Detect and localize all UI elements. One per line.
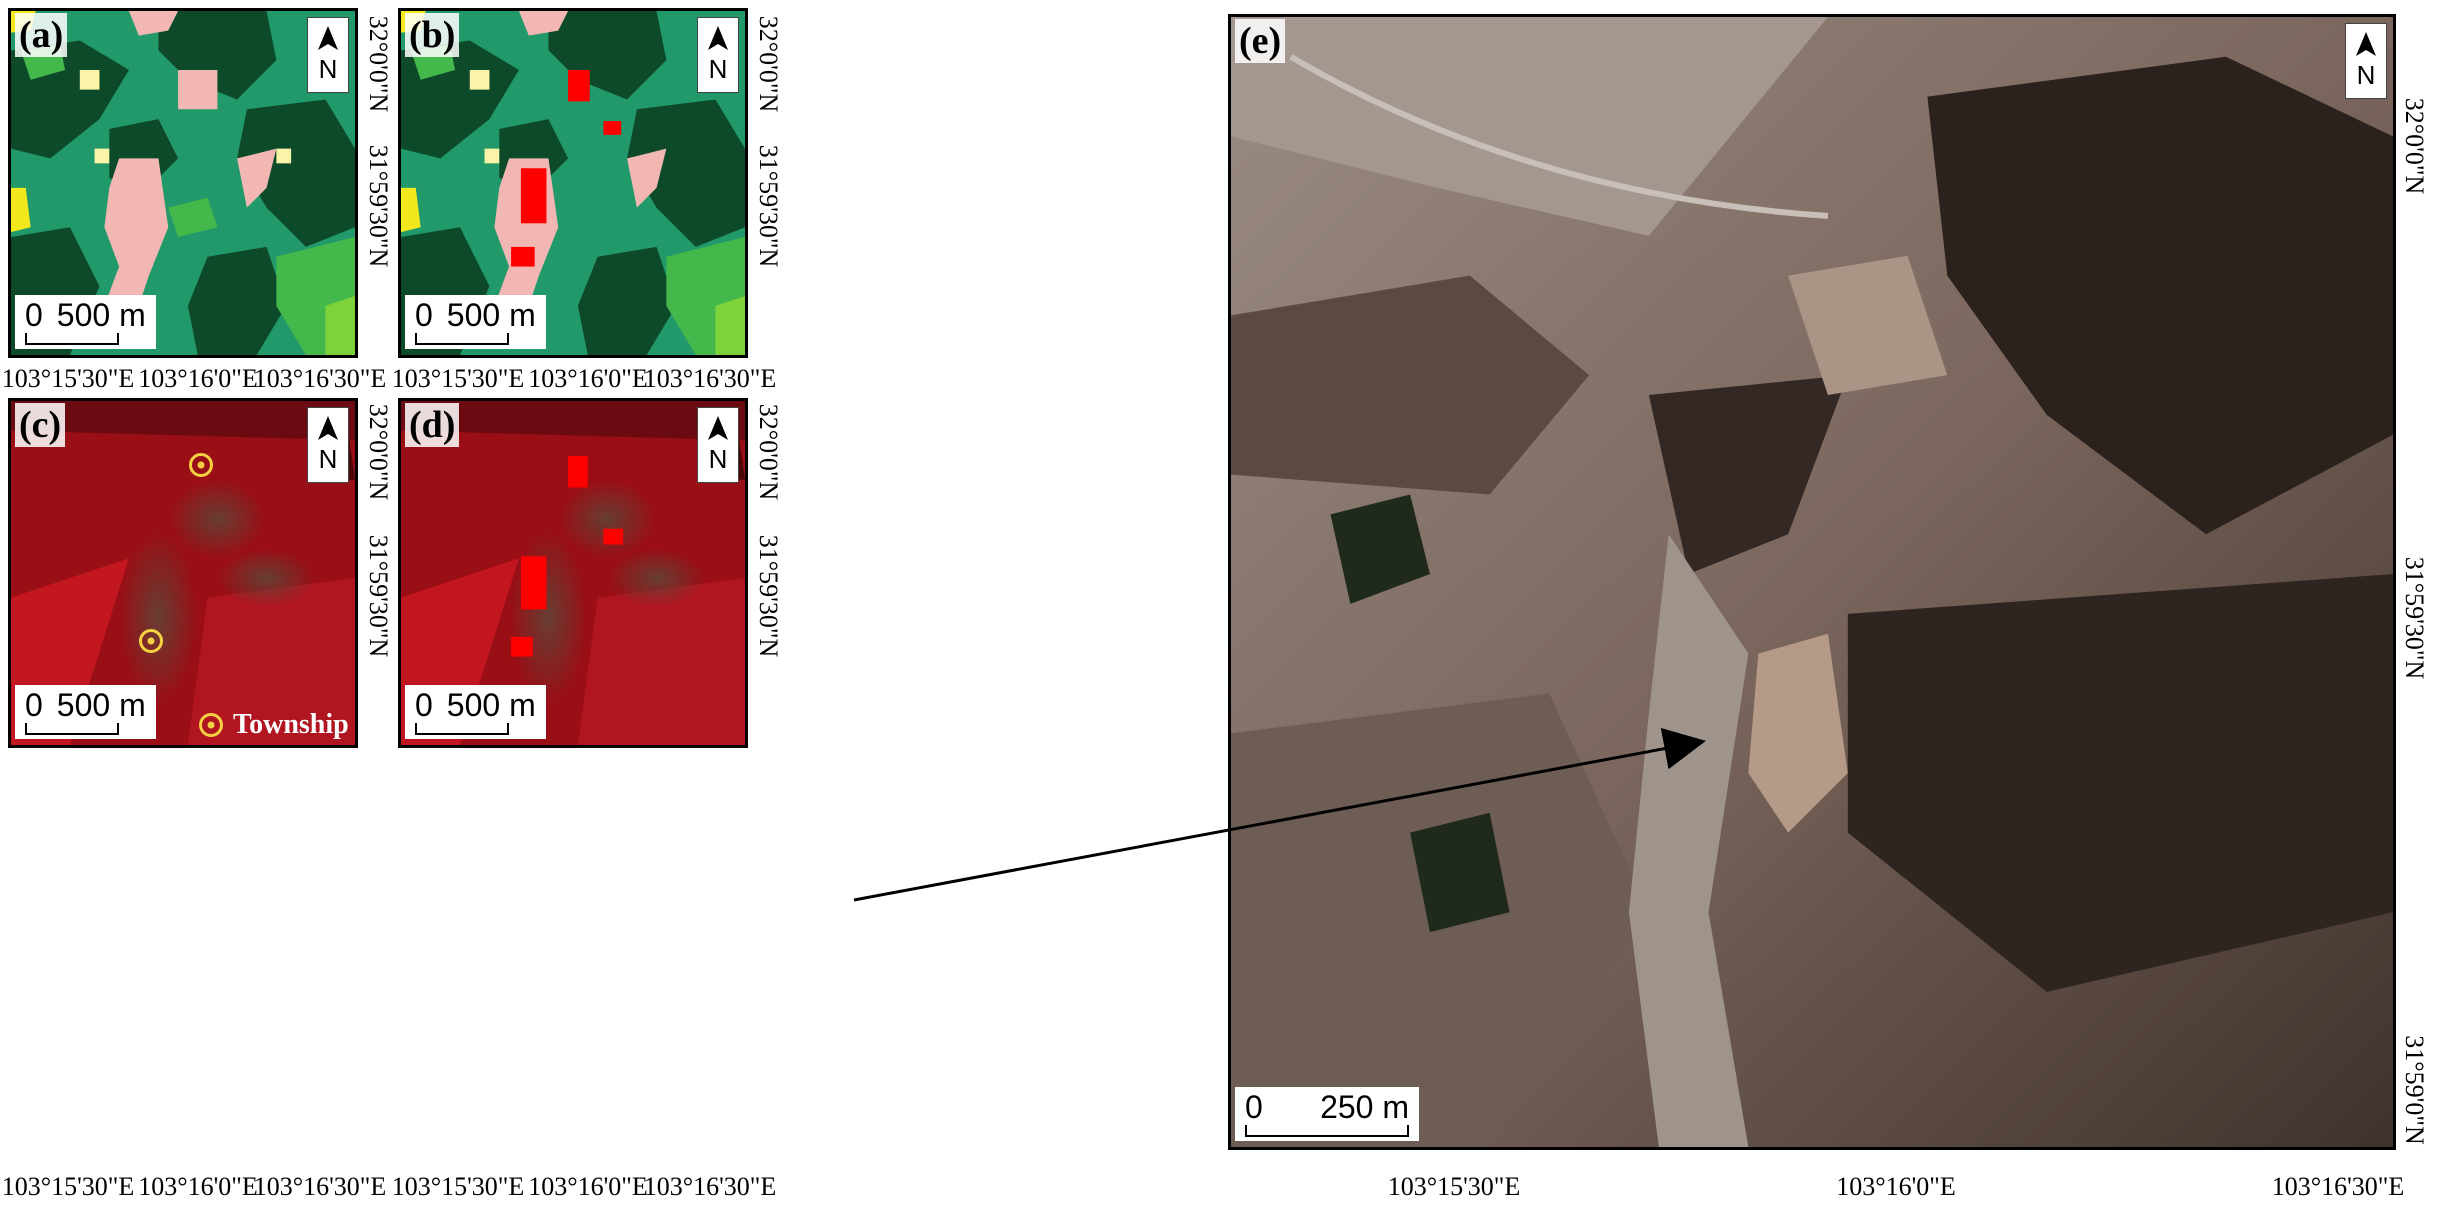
x-tick-label: 103°16'0"E	[528, 364, 648, 393]
svg-text:N: N	[2357, 60, 2376, 90]
scale-zero: 0	[415, 297, 433, 333]
panel-label-e: (e)	[1235, 19, 1286, 63]
panel-d-false-color-extracted: (d) N 0 500 m	[398, 398, 748, 748]
panel-label-b: (b)	[405, 13, 460, 57]
land-cover-classification	[401, 11, 745, 355]
x-tick-label: 103°15'30"E	[391, 1172, 525, 1201]
scale-zero: 0	[1245, 1089, 1263, 1125]
scale-distance: 500 m	[446, 687, 536, 723]
scale-bar: 0 500 m	[405, 685, 546, 739]
x-tick-label: 103°15'30"E	[1, 1172, 135, 1201]
panel-c-false-color-image: (c) N Township 0 500 m	[8, 398, 358, 748]
scale-distance: 250 m	[1320, 1089, 1409, 1125]
x-tick-label: 103°16'0"E	[1836, 1172, 1956, 1201]
scale-zero: 0	[25, 687, 43, 723]
north-arrow-icon: N	[2345, 23, 2387, 99]
x-tick-label: 103°15'30"E	[391, 364, 525, 393]
scale-bar: 0 500 m	[405, 295, 546, 349]
y-tick-label: 31°59'30"N	[364, 534, 393, 658]
y-tick-label: 31°59'30"N	[754, 534, 783, 658]
scale-bar: 0 500 m	[15, 685, 156, 739]
scale-distance: 500 m	[56, 297, 146, 333]
scale-zero: 0	[25, 297, 43, 333]
y-tick-label: 32°0'0"N	[754, 403, 783, 501]
x-tick-label: 103°16'0"E	[528, 1172, 648, 1201]
y-tick-label: 32°0'0"N	[364, 15, 393, 113]
scale-bar: 0 250 m	[1235, 1087, 1419, 1141]
north-arrow-icon: N	[697, 17, 739, 93]
panel-label-a: (a)	[15, 13, 68, 57]
y-tick-label: 32°0'0"N	[364, 403, 393, 501]
svg-text:N: N	[319, 444, 338, 474]
x-tick-label: 103°15'30"E	[1387, 1172, 1521, 1201]
x-tick-label: 103°16'0"E	[138, 1172, 258, 1201]
scale-distance: 500 m	[446, 297, 536, 333]
township-marker-icon	[199, 713, 223, 737]
y-tick-label: 31°59'30"N	[2400, 556, 2429, 680]
x-tick-label: 103°16'30"E	[253, 364, 387, 393]
svg-text:N: N	[709, 54, 728, 84]
x-tick-label: 103°16'30"E	[253, 1172, 387, 1201]
y-tick-label: 32°0'0"N	[754, 15, 783, 113]
y-tick-label: 31°59'0"N	[2400, 1035, 2429, 1145]
north-arrow-icon: N	[307, 17, 349, 93]
panel-label-d: (d)	[405, 403, 460, 447]
x-tick-label: 103°16'0"E	[138, 364, 258, 393]
x-tick-label: 103°16'30"E	[2271, 1172, 2405, 1201]
scale-distance: 500 m	[56, 687, 146, 723]
legend-label: Township	[233, 709, 349, 740]
y-tick-label: 31°59'30"N	[364, 144, 393, 268]
false-color-imagery	[401, 401, 745, 745]
township-marker-icon	[139, 629, 163, 653]
panel-b-land-cover-extracted: (b) N 0 500 m	[398, 8, 748, 358]
satellite-imagery	[1231, 17, 2393, 1147]
north-arrow-icon: N	[697, 407, 739, 483]
x-tick-label: 103°16'30"E	[643, 364, 777, 393]
north-arrow-icon: N	[307, 407, 349, 483]
panel-e-high-resolution-image: (e) N 0 250 m	[1228, 14, 2396, 1150]
scale-zero: 0	[415, 687, 433, 723]
svg-text:N: N	[709, 444, 728, 474]
y-tick-label: 32°0'0"N	[2400, 97, 2429, 195]
panel-label-c: (c)	[15, 403, 66, 447]
svg-text:N: N	[319, 54, 338, 84]
y-tick-label: 31°59'30"N	[754, 144, 783, 268]
township-marker-icon	[189, 453, 213, 477]
scale-bar: 0 500 m	[15, 295, 156, 349]
x-tick-label: 103°16'30"E	[643, 1172, 777, 1201]
panel-a-land-cover-map: (a) N 0 500 m	[8, 8, 358, 358]
township-legend: Township	[199, 709, 349, 741]
land-cover-classification	[11, 11, 355, 355]
x-tick-label: 103°15'30"E	[1, 364, 135, 393]
